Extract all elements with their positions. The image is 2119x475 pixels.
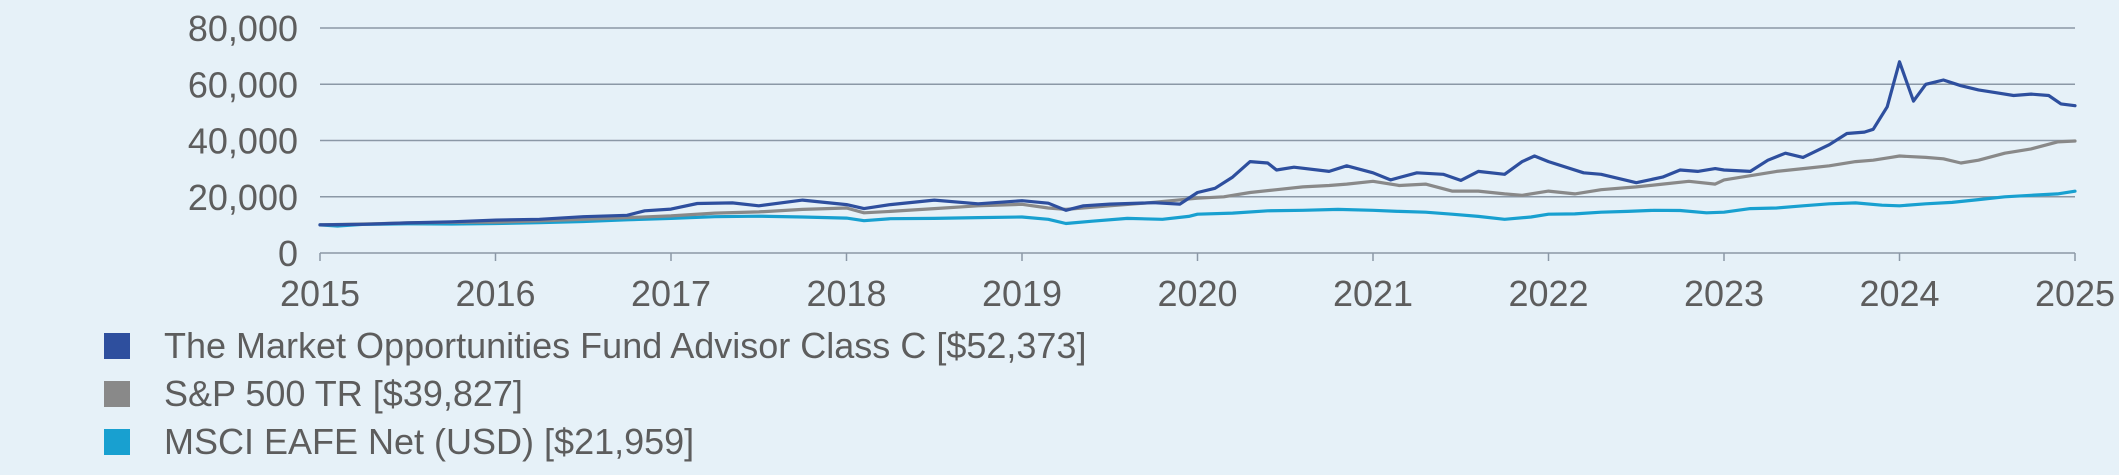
y-tick-label: 20,000	[188, 177, 298, 218]
y-tick-label: 0	[278, 233, 298, 274]
series-line-msci-eafe	[318, 189, 2077, 228]
x-tick-label: 2021	[1333, 273, 1413, 314]
grid-lines	[320, 27, 2075, 198]
y-axis-tick-labels: 0 20,000 40,000 60,000 80,000	[188, 8, 298, 274]
legend-swatch-fund	[104, 333, 130, 359]
legend-label-sp500: S&P 500 TR [$39,827]	[164, 373, 523, 414]
legend-label-msci-eafe: MSCI EAFE Net (USD) [$21,959]	[164, 421, 695, 462]
series-line-fund	[318, 60, 2077, 227]
legend-swatch-msci-eafe	[104, 429, 130, 455]
x-tick-label: 2025	[2035, 273, 2115, 314]
x-tick-label: 2018	[806, 273, 886, 314]
legend-label-fund: The Market Opportunities Fund Advisor Cl…	[164, 325, 1087, 366]
y-tick-label: 60,000	[188, 64, 298, 105]
series-lines	[318, 60, 2077, 228]
x-tick-label: 2020	[1157, 273, 1237, 314]
x-tick-label: 2024	[1859, 273, 1939, 314]
y-tick-label: 40,000	[188, 121, 298, 162]
x-tick-label: 2015	[280, 273, 360, 314]
x-tick-label: 2019	[982, 273, 1062, 314]
legend-swatch-sp500	[104, 381, 130, 407]
x-tick-label: 2017	[631, 273, 711, 314]
series-line-sp500	[318, 139, 2077, 227]
x-tick-label: 2022	[1508, 273, 1588, 314]
x-tick-label: 2023	[1684, 273, 1764, 314]
x-axis	[319, 252, 2076, 261]
x-axis-tick-labels: 2015 2016 2017 2018 2019 2020 2021 2022 2023 2024…	[280, 273, 2115, 314]
x-tick-label: 2016	[455, 273, 535, 314]
y-tick-label: 80,000	[188, 8, 298, 49]
